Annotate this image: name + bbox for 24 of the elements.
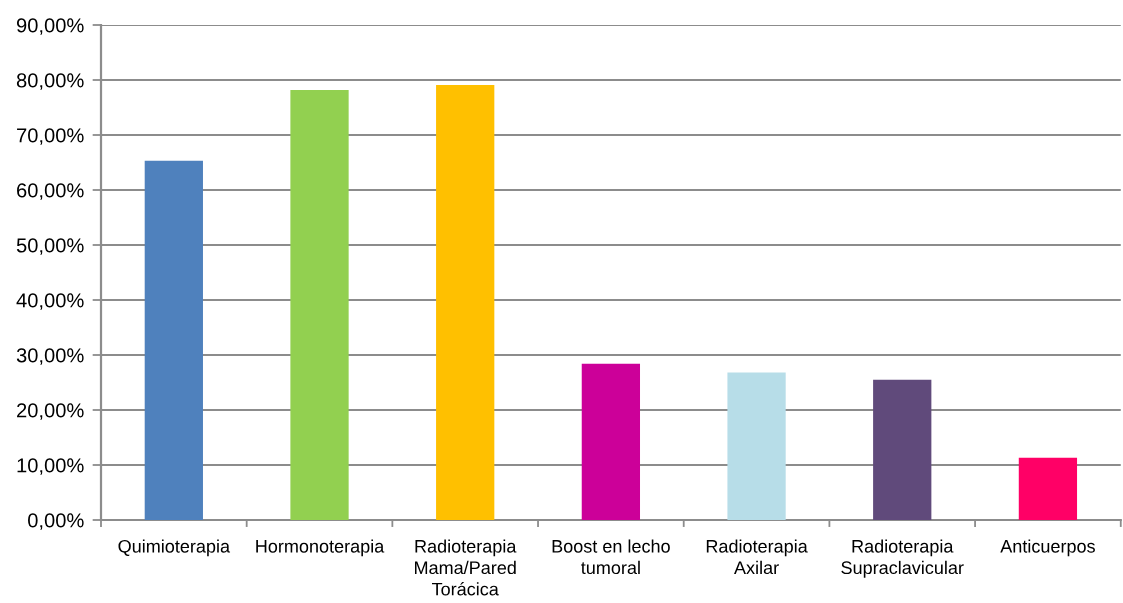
bar (727, 372, 786, 520)
y-tick-label: 90,00% (16, 18, 84, 35)
y-tick-label: 40,00% (16, 293, 84, 310)
x-tick-label: Quimioterapia (118, 539, 231, 557)
bar (1018, 457, 1078, 520)
y-tick-label: 50,00% (16, 238, 84, 255)
y-tick-label: 70,00% (17, 128, 84, 145)
x-tick-label: Radioterapia Axilar (706, 539, 808, 575)
y-tick-label: 20,00% (17, 403, 84, 420)
x-tick-label: Anticuerpos (1000, 539, 1095, 557)
y-tick-label: 60,00% (17, 183, 84, 200)
x-tick-label: Boost en lecho tumoral (552, 539, 670, 575)
y-tick-label: 30,00% (16, 348, 84, 365)
x-tick-label: Radioterapia Supraclavicular (841, 539, 964, 578)
x-tick-label: Hormonoterapia (256, 539, 385, 557)
x-tick-label: Radioterapia Mama/Pared Torácica (415, 539, 517, 596)
y-tick-label: 0,00% (28, 513, 84, 530)
y-tick-label: 80,00% (16, 73, 84, 90)
bar (581, 363, 641, 520)
bar (873, 379, 932, 520)
bar (290, 89, 349, 520)
y-tick-label: 10,00% (17, 458, 84, 475)
bar (144, 160, 203, 520)
bar (436, 84, 495, 520)
